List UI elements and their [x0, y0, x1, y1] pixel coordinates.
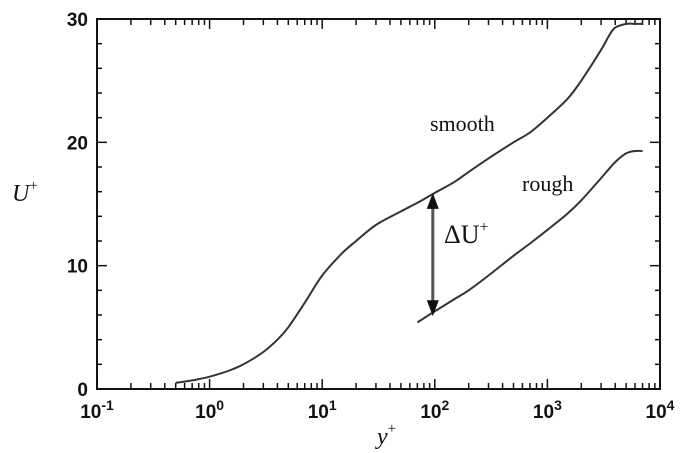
- delta-u-label: ΔU+: [444, 219, 489, 249]
- series-line-smooth: [175, 22, 643, 384]
- smooth-label: smooth: [430, 111, 495, 136]
- series-line-rough: [416, 149, 643, 324]
- x-tick-label: 101: [308, 397, 337, 423]
- x-tick-label: 104: [646, 397, 675, 423]
- delta-u-arrowhead-bottom: [426, 300, 439, 317]
- delta-u-label-sup: +: [480, 219, 489, 236]
- rough-label: rough: [522, 171, 573, 196]
- y-axis-label-sup: +: [29, 178, 37, 194]
- x-axis-label: y+: [375, 421, 396, 450]
- x-tick-label: 10-1: [80, 397, 114, 423]
- plot-frame: [96, 18, 661, 390]
- x-tick-label: 103: [533, 397, 562, 423]
- tick-marks: [96, 18, 660, 390]
- series-layer: [175, 22, 643, 384]
- tick-labels: 10-1 100 101 102 103 104 0 10 20 30: [67, 10, 675, 423]
- x-tick-label: 102: [420, 397, 449, 423]
- y-tick-label: 0: [77, 380, 88, 401]
- x-axis-label-sup: +: [388, 421, 396, 437]
- y-tick-label: 30: [67, 10, 88, 31]
- delta-u-arrowhead-top: [426, 192, 439, 209]
- y-tick-label: 20: [67, 133, 88, 154]
- x-tick-label: 100: [195, 397, 224, 423]
- y-axis-label: U+: [12, 178, 38, 207]
- delta-u-arrow: [426, 192, 439, 317]
- y-tick-label: 10: [67, 257, 88, 278]
